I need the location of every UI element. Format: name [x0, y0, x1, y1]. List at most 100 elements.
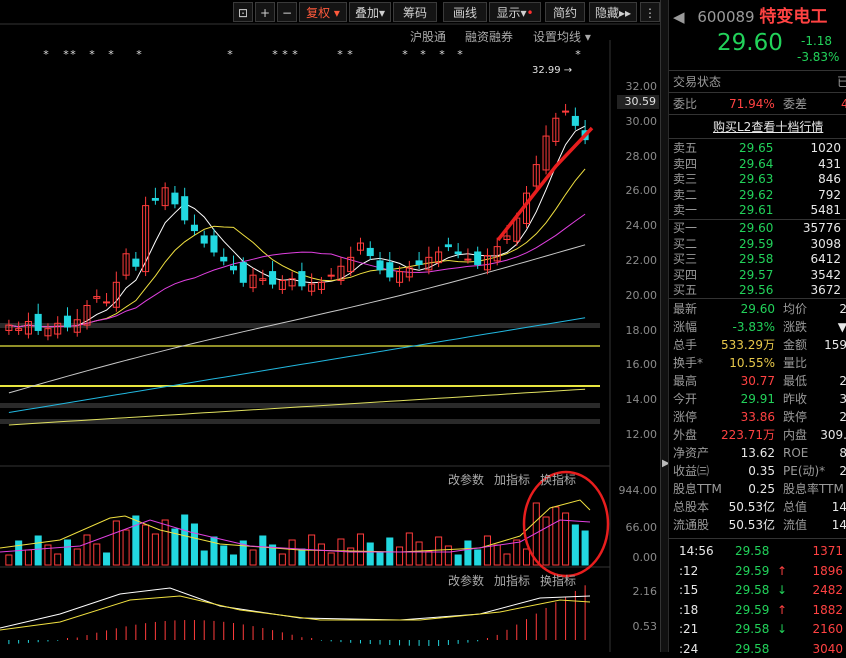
collapse-arrow-icon[interactable]: ▶	[662, 458, 670, 469]
vol-add-indicator-button[interactable]: 加指标	[494, 473, 531, 487]
ma120-line	[8, 317, 586, 413]
more-icon[interactable]: ⋮	[640, 2, 660, 22]
fq-button[interactable]: 复权 ▾	[299, 2, 347, 22]
ask-volume: 1020	[810, 141, 841, 155]
macd-add-indicator-button[interactable]: 加指标	[494, 574, 531, 588]
ask-row[interactable]: 卖三 29.63 846	[673, 171, 846, 187]
ask-row[interactable]: 卖四 29.64 431	[673, 156, 846, 172]
candle-down	[571, 115, 579, 126]
candle-up	[54, 322, 62, 335]
candle-up	[464, 258, 472, 261]
kline-chart[interactable]: * * * * * * * * * * * * * * * * *32.99 →	[0, 0, 660, 652]
ask-row[interactable]: 卖五 29.65 1020	[673, 140, 846, 156]
signal-star-icon: *	[63, 48, 69, 61]
volume-bar	[552, 506, 560, 566]
bid-label: 买二	[673, 236, 698, 251]
draw-button[interactable]: 画线	[443, 2, 487, 22]
display-button[interactable]: 显示▾•	[489, 2, 541, 22]
bid-row[interactable]: 买五 29.56 3672	[673, 282, 846, 298]
volume-bar	[269, 544, 277, 566]
l2-link[interactable]: 购买L2查看十档行情	[713, 120, 824, 134]
ask-volume: 5481	[810, 203, 841, 217]
ma250-line	[8, 388, 586, 426]
volume-bar	[581, 530, 589, 566]
stat-label: 外盘	[673, 428, 698, 442]
margin-link[interactable]: 融资融券	[465, 30, 514, 44]
zoom-in-icon[interactable]: +	[255, 2, 275, 22]
bid-label: 买四	[673, 267, 698, 282]
candle-up	[425, 256, 433, 271]
stat-label-2: 最低	[783, 374, 808, 388]
ma-setting-label: 设置均线	[533, 30, 582, 44]
vol-params-button[interactable]: 改参数	[448, 473, 485, 487]
overlay-button[interactable]: 叠加▾	[349, 2, 391, 22]
signal-star-icon: *	[347, 48, 353, 61]
stat-label-2: 流值	[783, 518, 808, 532]
stat-label-2: 内盘	[783, 428, 808, 442]
candle-up	[15, 328, 23, 331]
stat-value: 223.71万	[721, 428, 775, 442]
bid-volume: 3542	[810, 267, 841, 282]
price-axis-tick: 20.00	[625, 288, 658, 302]
candle-down	[63, 315, 72, 328]
quote-panel: ◀ 600089 特变电工 29.60 -1.18 -3.83% 交易状态 已 委…	[668, 0, 846, 656]
tick-volume: 1371	[812, 544, 843, 558]
stat-value-2: 159	[824, 338, 846, 352]
candle-up	[259, 278, 267, 282]
ma-setting-link[interactable]: 设置均线 ▾	[533, 30, 591, 44]
candle-down	[376, 260, 384, 271]
candle-down	[454, 251, 462, 255]
stat-label: 股息TTM	[673, 482, 722, 496]
bid-price: 29.56	[739, 283, 774, 297]
stat-value-2: 2	[839, 464, 846, 478]
vol-switch-indicator-button[interactable]: 换指标	[540, 473, 577, 487]
stat-label: 流通股	[673, 518, 710, 532]
stock-name: 特变电工	[759, 7, 828, 27]
hide-button[interactable]: 隐藏▸▸	[589, 2, 637, 22]
bid-row[interactable]: 买四 29.57 3542	[673, 267, 846, 283]
chips-button[interactable]: 筹码	[393, 2, 437, 22]
stat-value-2: 8	[839, 446, 846, 460]
candle-up	[278, 280, 286, 290]
macd-switch-indicator-button[interactable]: 换指标	[540, 574, 577, 588]
stat-row: 今开 29.91 昨收 3	[673, 390, 846, 408]
volume-bar	[513, 539, 521, 566]
panel-splitter[interactable]: ▶	[660, 0, 670, 652]
back-arrow-icon[interactable]: ◀	[673, 8, 685, 26]
candle-up	[288, 278, 296, 287]
bid-label: 买三	[673, 252, 698, 266]
volume-bar	[132, 515, 140, 566]
zoom-out-icon[interactable]: −	[277, 2, 297, 22]
candle-down	[415, 260, 423, 265]
macd-params-button[interactable]: 改参数	[448, 574, 485, 588]
bid-row[interactable]: 买三 29.58 6412	[673, 251, 846, 267]
dif-line	[0, 587, 591, 629]
stat-value-2: 14	[831, 518, 846, 532]
ask-label: 卖一	[673, 203, 698, 217]
ask-row[interactable]: 卖二 29.62 792	[673, 187, 846, 203]
stat-value: 50.53亿	[728, 500, 775, 514]
simple-button[interactable]: 简约	[545, 2, 585, 22]
bid-row[interactable]: 买二 29.59 3098	[673, 236, 846, 252]
ask-row[interactable]: 卖一 29.61 5481	[673, 202, 846, 218]
vol-ma10-line	[0, 519, 591, 553]
lock-icon[interactable]: ⊡	[233, 2, 253, 22]
volume-bar	[562, 512, 570, 566]
bid-row[interactable]: 买一 29.60 35776	[673, 220, 846, 236]
signal-star-icon: *	[439, 48, 445, 61]
volume-bar	[220, 545, 228, 566]
tick-price: 29.58	[735, 641, 770, 656]
stock-code: 600089	[697, 8, 755, 26]
tick-time: :15	[679, 583, 699, 597]
hgt-link[interactable]: 沪股通	[410, 30, 447, 44]
band-stripe	[0, 403, 600, 408]
volume-bar	[239, 540, 247, 566]
tick-price: 29.58	[735, 544, 770, 558]
bid-price: 29.60	[739, 221, 774, 235]
tick-price: 29.58	[735, 583, 770, 597]
stat-value-2: 14	[831, 500, 846, 514]
stat-row: 最新 29.60 均价 2	[673, 300, 846, 318]
stat-label: 净资产	[673, 446, 710, 460]
stat-label: 最新	[673, 302, 698, 316]
band-stripe	[0, 419, 600, 424]
